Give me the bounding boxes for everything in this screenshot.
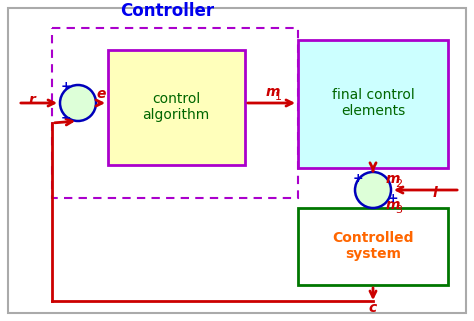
Text: Controlled
system: Controlled system	[332, 231, 414, 261]
Text: 2: 2	[395, 179, 402, 189]
Bar	[52, 28, 298, 198]
Bar	[298, 208, 448, 285]
Text: control
algorithm: control algorithm	[142, 92, 210, 122]
Text: m: m	[386, 172, 401, 186]
Text: +: +	[61, 81, 71, 93]
Text: m: m	[266, 85, 281, 99]
Text: m: m	[386, 198, 401, 212]
Text: final control
elements: final control elements	[332, 88, 414, 118]
Bar	[108, 50, 245, 165]
Text: c: c	[369, 301, 377, 315]
Text: +: +	[353, 171, 363, 185]
Text: 3: 3	[395, 205, 402, 215]
Text: Controller: Controller	[120, 2, 214, 20]
Text: −: −	[61, 111, 71, 125]
Circle shape	[60, 85, 96, 121]
Text: r: r	[28, 93, 36, 107]
Text: 1: 1	[275, 92, 282, 102]
Text: l: l	[433, 186, 438, 200]
Bar	[298, 40, 448, 168]
Text: e: e	[96, 87, 106, 101]
Circle shape	[355, 172, 391, 208]
Text: +: +	[388, 192, 398, 204]
